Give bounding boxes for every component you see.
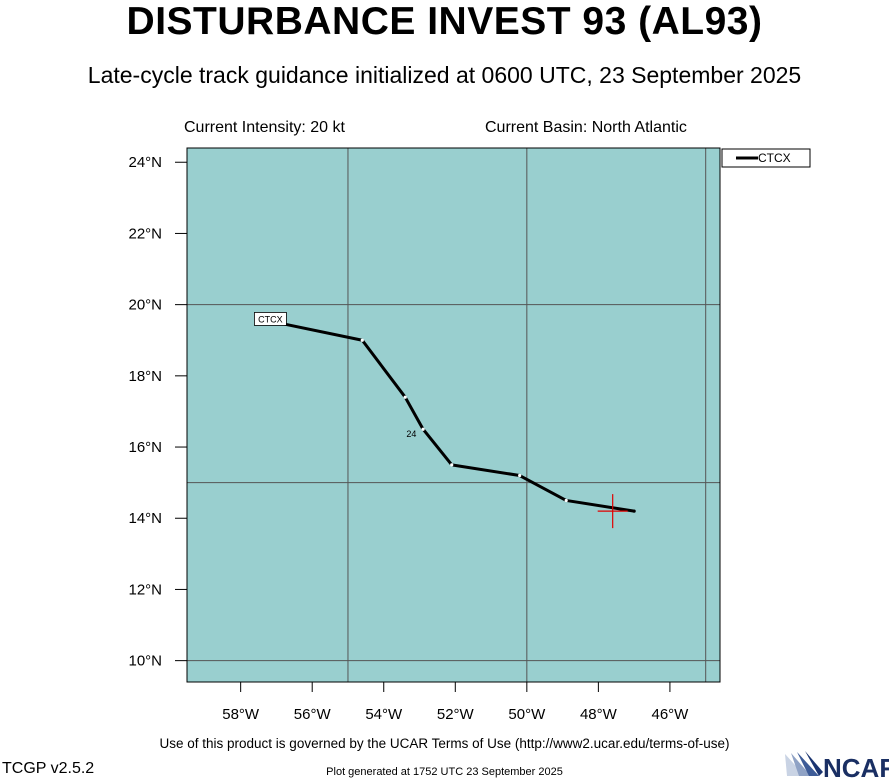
version-label: TCGP v2.5.2 [2,760,95,777]
y-tick-label: 24°N [128,154,162,171]
track-point [632,509,636,513]
ncar-logo-text: NCAR [823,753,889,780]
legend-box [721,148,811,168]
track-point [518,473,522,478]
track-point [564,498,568,503]
y-tick-label: 16°N [128,439,162,456]
track-hour-label: 24 [406,429,416,439]
current-intensity-label: Current Intensity: 20 kt [184,119,345,136]
track-point [403,395,407,399]
x-tick-label: 52°W [437,706,475,723]
track-end-label-box [254,312,287,326]
map-background [187,148,720,682]
x-tick-label: 56°W [294,706,332,723]
y-tick-label: 22°N [128,225,162,242]
y-tick-label: 18°N [128,368,162,385]
terms-of-use-text: Use of this product is governed by the U… [159,736,730,751]
y-tick-label: 20°N [128,297,162,314]
x-tick-label: 58°W [222,706,260,723]
x-tick-label: 48°W [580,706,618,723]
x-tick-label: 54°W [365,706,403,723]
plot-frame [186,147,721,683]
current-basin-label: Current Basin: North Atlantic [485,119,687,136]
y-tick-label: 14°N [128,510,162,527]
chart-title: DISTURBANCE INVEST 93 (AL93) [126,0,763,43]
ncar-logo-mark [785,751,823,776]
x-tick-label: 46°W [651,706,689,723]
track-line-ctcx [276,320,635,513]
legend-label: CTCX [758,151,791,165]
track-point [450,463,454,467]
chart-subtitle: Late-cycle track guidance initialized at… [87,62,802,88]
track-end-label: CTCX [258,314,283,324]
y-tick-label: 12°N [128,581,162,598]
ncar-logo: NCAR [785,751,889,780]
x-tick-label: 50°W [508,706,546,723]
generated-timestamp: Plot generated at 1752 UTC 23 September … [326,766,563,778]
track-point [360,338,364,342]
track-point [421,427,425,431]
y-tick-label: 10°N [128,653,162,670]
